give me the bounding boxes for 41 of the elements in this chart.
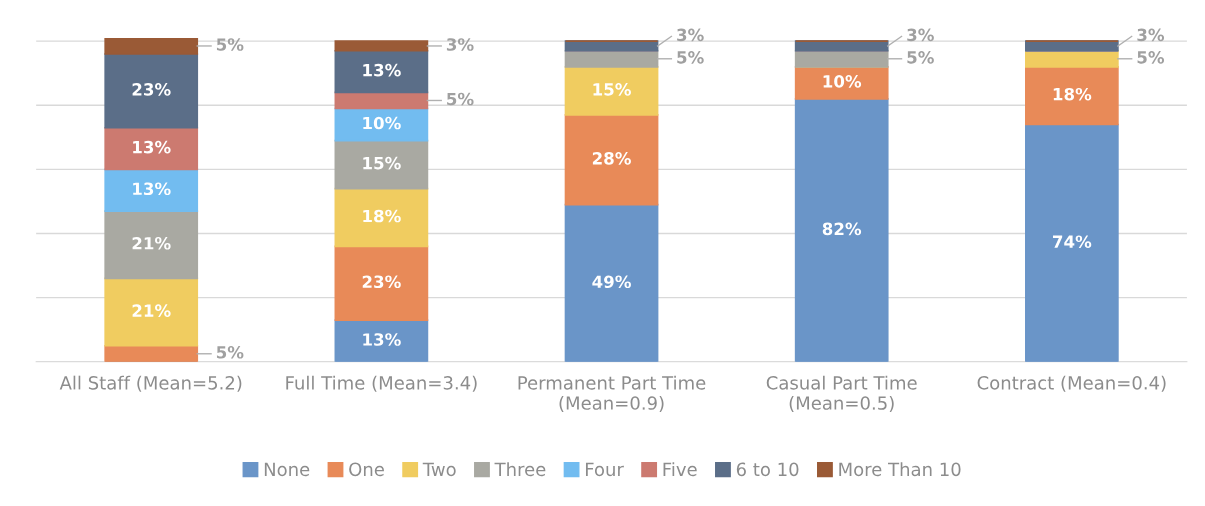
x-tick-label: All Staff (Mean=5.2) bbox=[59, 375, 242, 392]
data-label: 5% bbox=[907, 51, 934, 64]
legend-label: Three bbox=[494, 462, 546, 477]
data-label: 82% bbox=[822, 222, 862, 236]
data-label: 5% bbox=[216, 38, 244, 51]
data-label: 5% bbox=[447, 92, 474, 106]
data-label: 13% bbox=[363, 333, 401, 346]
data-label: 15% bbox=[363, 156, 401, 170]
legend-label: None bbox=[264, 462, 310, 477]
data-label: 3% bbox=[677, 28, 704, 42]
legend-label: More Than 10 bbox=[839, 462, 961, 477]
data-label: 18% bbox=[363, 209, 401, 223]
x-tick-label: Permanent Part Time (Mean=0.9) bbox=[518, 375, 706, 412]
data-label: 15% bbox=[593, 83, 631, 96]
legend-label: Five bbox=[663, 462, 697, 477]
data-label: 23% bbox=[132, 83, 171, 96]
data-label: 28% bbox=[592, 152, 631, 165]
data-label: 21% bbox=[132, 304, 171, 317]
data-label: 5% bbox=[216, 346, 244, 359]
x-tick-label: Casual Part Time (Mean=0.5) bbox=[766, 375, 917, 412]
legend-label: One bbox=[349, 462, 384, 477]
data-label: 3% bbox=[446, 38, 474, 51]
data-label: 74% bbox=[1053, 235, 1092, 248]
legend-label: 6 to 10 bbox=[736, 462, 799, 477]
legend-label: Two bbox=[422, 462, 456, 477]
legend-label: Four bbox=[585, 462, 624, 477]
x-tick-label: Contract (Mean=0.4) bbox=[977, 375, 1166, 392]
data-label: 18% bbox=[1053, 87, 1092, 101]
data-label: 13% bbox=[363, 63, 401, 77]
data-label: 21% bbox=[132, 236, 171, 250]
data-label: 5% bbox=[677, 51, 704, 64]
data-label: 10% bbox=[823, 75, 862, 88]
data-label: 3% bbox=[1137, 28, 1165, 42]
data-label: 10% bbox=[363, 116, 401, 130]
data-label: 23% bbox=[362, 275, 401, 289]
data-label: 3% bbox=[907, 28, 934, 42]
data-label: 13% bbox=[133, 182, 171, 196]
data-label: 13% bbox=[133, 140, 171, 154]
x-tick-label: Full Time (Mean=3.4) bbox=[286, 375, 477, 392]
data-label: 49% bbox=[592, 275, 631, 289]
data-label: 5% bbox=[1137, 51, 1165, 64]
